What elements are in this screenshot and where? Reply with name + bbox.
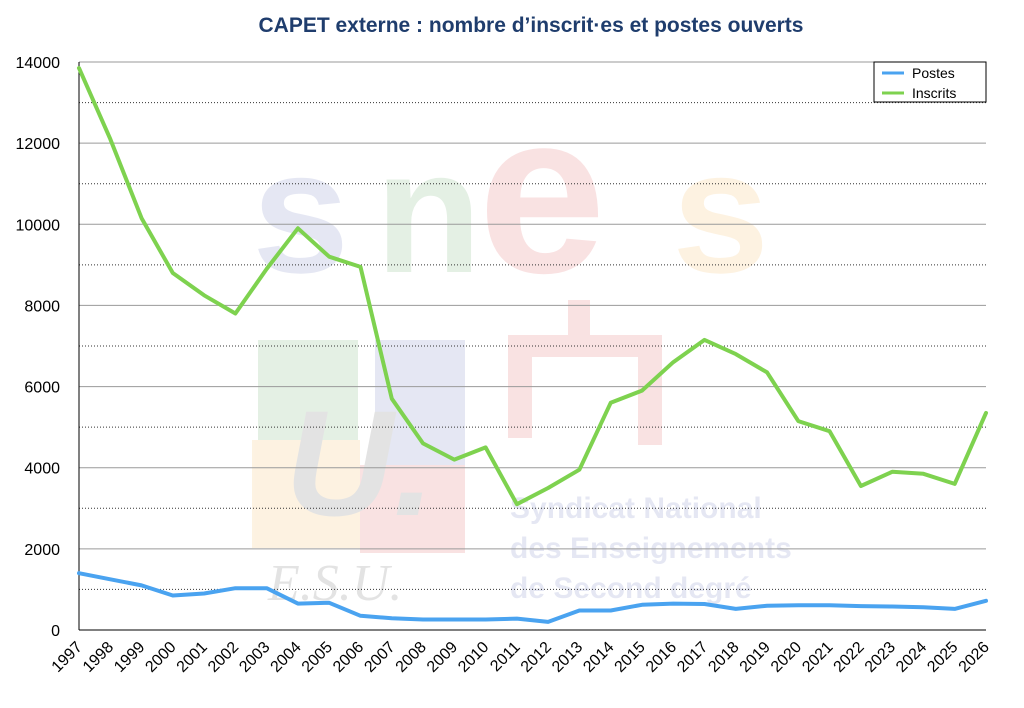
watermark-puzzle (258, 340, 358, 440)
snes-logo-watermark: s n e s U. E.S.U. Syndicat National des … (252, 64, 792, 612)
x-tick-label: 2000 (142, 639, 179, 676)
x-tick-labels: 1997199819992000200120022003200420052006… (49, 639, 993, 676)
y-tick-label: 10000 (16, 217, 61, 234)
legend-label-inscrits: Inscrits (912, 85, 956, 101)
x-tick-label: 2010 (455, 639, 492, 676)
legend-label-postes: Postes (912, 65, 955, 81)
y-tick-label: 2000 (24, 542, 60, 559)
watermark-bar (508, 335, 662, 357)
grid (79, 61, 986, 590)
watermark-puzzle (360, 465, 465, 553)
x-tick-label: 2009 (424, 639, 461, 676)
y-tick-label: 14000 (16, 55, 61, 72)
y-tick-labels: 0 2000 4000 6000 8000 10000 12000 14000 (16, 55, 61, 640)
y-tick-label: 0 (51, 623, 60, 640)
x-tick-label: 2002 (205, 639, 242, 676)
x-tick-label: 2004 (268, 639, 305, 676)
series-lines (77, 66, 988, 624)
axes (78, 62, 986, 631)
x-tick-label: 2014 (580, 639, 617, 676)
legend: Postes Inscrits (873, 61, 987, 103)
x-tick-label: 2019 (737, 639, 774, 676)
x-tick-label: 2005 (299, 639, 336, 676)
chart-title: CAPET externe : nombre d’inscrit·es et p… (258, 14, 804, 37)
x-tick-label: 2017 (674, 639, 711, 676)
x-tick-label: 2025 (924, 639, 961, 676)
x-tick-label: 2013 (549, 639, 586, 676)
watermark-letter: e (478, 64, 606, 321)
watermark-esu: E.S.U. (267, 555, 402, 612)
x-tick-label: 2016 (643, 639, 680, 676)
x-tick-label: 2007 (361, 639, 398, 676)
x-tick-label: 2003 (236, 639, 273, 676)
watermark-puzzle (252, 440, 360, 548)
watermark-letter: s (672, 115, 769, 310)
watermark-bar (568, 300, 590, 345)
watermark-letter: n (375, 115, 482, 310)
y-tick-label: 8000 (24, 298, 60, 315)
x-tick-label: 2026 (956, 639, 993, 676)
watermark-letter: s (252, 115, 349, 310)
watermark-text: Syndicat National (510, 492, 762, 525)
x-tick-label: 2023 (862, 639, 899, 676)
y-tick-label: 4000 (24, 461, 60, 478)
series-line-inscrits (77, 66, 988, 507)
x-tick-label: 1999 (111, 639, 148, 676)
x-tick-label: 2024 (893, 639, 930, 676)
watermark-puzzle (375, 340, 465, 465)
x-tick-label: 1997 (49, 639, 86, 676)
watermark-u: U. (285, 379, 435, 547)
series-line-postes (77, 571, 988, 624)
x-tick-label: 2008 (393, 639, 430, 676)
watermark-text: de Second degré (510, 572, 752, 605)
y-tick-label: 12000 (16, 136, 61, 153)
x-tick-label: 2011 (487, 639, 523, 675)
x-tick-label: 2018 (705, 639, 742, 676)
x-tick-label: 2020 (768, 639, 805, 676)
x-tick-label: 2012 (518, 639, 555, 676)
x-tick-label: 2001 (174, 639, 211, 676)
y-tick-label: 6000 (24, 380, 60, 397)
legend-box (873, 61, 987, 103)
x-tick-label: 2021 (799, 639, 836, 676)
x-tick-label: 2022 (831, 639, 868, 676)
x-tick-label: 1998 (80, 639, 117, 676)
x-tick-label: 2006 (330, 639, 367, 676)
x-tick-label: 2015 (612, 639, 649, 676)
